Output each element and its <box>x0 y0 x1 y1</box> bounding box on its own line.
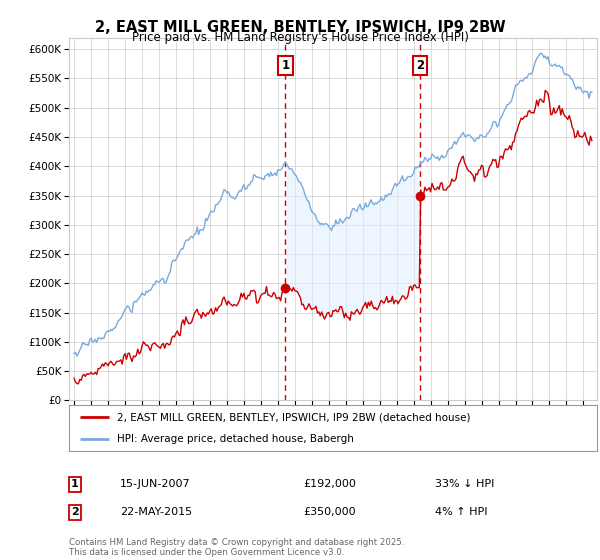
Text: 2, EAST MILL GREEN, BENTLEY, IPSWICH, IP9 2BW: 2, EAST MILL GREEN, BENTLEY, IPSWICH, IP… <box>95 20 505 35</box>
Text: 33% ↓ HPI: 33% ↓ HPI <box>435 479 494 489</box>
Text: £350,000: £350,000 <box>303 507 356 517</box>
Text: £192,000: £192,000 <box>303 479 356 489</box>
Text: 1: 1 <box>71 479 79 489</box>
Text: 2, EAST MILL GREEN, BENTLEY, IPSWICH, IP9 2BW (detached house): 2, EAST MILL GREEN, BENTLEY, IPSWICH, IP… <box>116 412 470 422</box>
Text: Price paid vs. HM Land Registry's House Price Index (HPI): Price paid vs. HM Land Registry's House … <box>131 31 469 44</box>
Text: Contains HM Land Registry data © Crown copyright and database right 2025.
This d: Contains HM Land Registry data © Crown c… <box>69 538 404 557</box>
Text: 22-MAY-2015: 22-MAY-2015 <box>120 507 192 517</box>
Text: 15-JUN-2007: 15-JUN-2007 <box>120 479 191 489</box>
Text: 2: 2 <box>71 507 79 517</box>
Text: 2: 2 <box>416 59 424 72</box>
Text: HPI: Average price, detached house, Babergh: HPI: Average price, detached house, Babe… <box>116 435 353 444</box>
Text: 1: 1 <box>281 59 290 72</box>
Text: 4% ↑ HPI: 4% ↑ HPI <box>435 507 487 517</box>
